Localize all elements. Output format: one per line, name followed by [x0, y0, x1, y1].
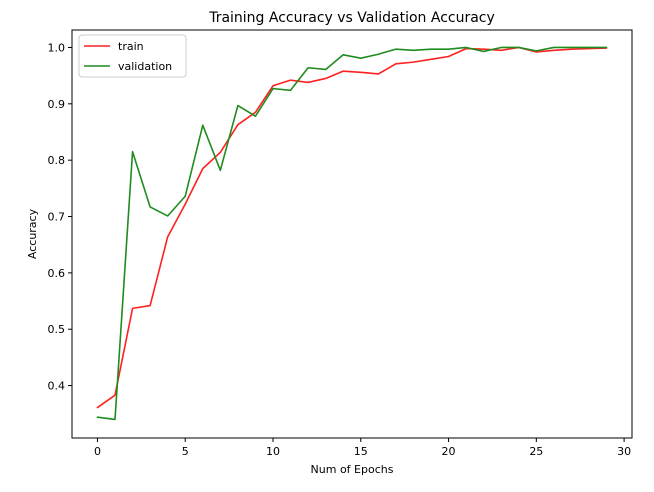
y-axis-ticks: 0.4 0.5 0.6 0.7 0.8 0.9 1.0	[48, 41, 72, 393]
plot-lines	[96, 46, 608, 421]
y-tick-label: 1.0	[48, 41, 66, 54]
x-tick-label: 15	[354, 445, 368, 458]
x-tick-label: 10	[266, 445, 280, 458]
x-tick-label: 25	[529, 445, 543, 458]
y-tick-label: 0.4	[48, 380, 66, 393]
chart-title: Training Accuracy vs Validation Accuracy	[208, 10, 495, 26]
series-line-validation	[96, 46, 608, 421]
y-tick-label: 0.6	[48, 267, 66, 280]
x-tick-label: 0	[94, 445, 101, 458]
legend-label-validation: validation	[118, 60, 172, 73]
legend-label-train: train	[118, 40, 144, 53]
x-tick-label: 30	[617, 445, 631, 458]
y-tick-label: 0.8	[48, 154, 66, 167]
y-tick-label: 0.7	[48, 211, 66, 224]
x-tick-label: 5	[182, 445, 189, 458]
legend: train validation	[78, 34, 187, 78]
x-tick-label: 20	[442, 445, 456, 458]
plot-area-frame	[71, 29, 633, 439]
y-tick-label: 0.9	[48, 98, 66, 111]
y-axis-label: Accuracy	[26, 208, 39, 259]
x-axis-label: Num of Epochs	[311, 463, 394, 476]
y-tick-label: 0.5	[48, 323, 66, 336]
x-axis-ticks: 0 5 10 15 20 25 30	[94, 438, 631, 458]
